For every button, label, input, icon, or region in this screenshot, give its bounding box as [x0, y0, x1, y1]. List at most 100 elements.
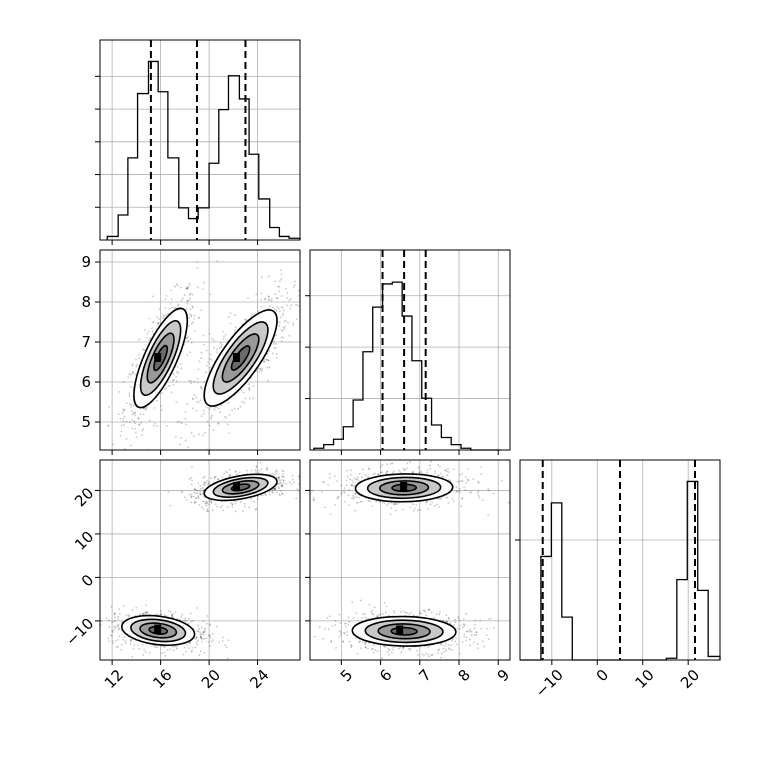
- joint-param1-param3-point: [184, 619, 187, 622]
- joint-param2-param3-point: [411, 471, 414, 474]
- joint-param1-param2-point: [132, 371, 134, 374]
- joint-param1-param2-point: [280, 336, 283, 339]
- joint-param1-param2-point: [129, 385, 132, 388]
- joint-param2-param3-point: [330, 640, 332, 643]
- joint-param1-param2-point: [273, 347, 275, 349]
- joint-param1-param3-point: [210, 501, 213, 504]
- joint-param1-param3-point: [189, 612, 192, 615]
- joint-param2-param3-point: [405, 467, 408, 470]
- joint-param1-param3-point: [199, 633, 202, 636]
- joint-param1-param3-point: [280, 479, 283, 481]
- joint-param1-param2-point: [297, 304, 300, 307]
- joint-param1-param2-point: [220, 346, 223, 348]
- joint-param2-param3-point: [404, 611, 407, 614]
- joint-param1-param2-point: [190, 341, 193, 344]
- joint-param2-param3-point: [477, 494, 480, 497]
- joint-param2-param3-point: [383, 502, 386, 505]
- joint-param2-param3-point: [377, 473, 380, 476]
- joint-param1-param2-point: [198, 433, 200, 436]
- joint-param1-param3-point: [118, 627, 121, 630]
- joint-param1-param2-point: [213, 346, 215, 349]
- joint-param2-param3-point: [388, 614, 390, 617]
- joint-param2-param3-point: [445, 642, 447, 645]
- joint-param1-param2-point: [209, 417, 212, 420]
- joint-param1-param2-point: [188, 297, 191, 300]
- joint-param1-param2-point: [248, 389, 251, 392]
- joint-param1-param2-point: [279, 310, 281, 313]
- joint-param1-param2-point: [282, 312, 285, 315]
- joint-param1-param2-point: [260, 292, 263, 295]
- joint-param1-param2-point: [185, 308, 188, 311]
- joint-param1-param2-point: [142, 348, 145, 351]
- joint-param1-param3-point: [231, 503, 234, 506]
- joint-param1-param3-point: [113, 628, 115, 631]
- joint-param2-param3-point: [360, 476, 363, 479]
- joint-param1-param2-point: [134, 412, 137, 414]
- joint-param2-param3-point: [367, 476, 369, 478]
- joint-param2-param3-point: [470, 491, 473, 494]
- joint-param1-param3-point: [282, 479, 285, 482]
- joint-param2-param3-point: [380, 471, 383, 474]
- joint-param2-param3-point: [388, 648, 391, 651]
- joint-param1-param3-point: [198, 654, 201, 657]
- joint-param1-param2-point: [176, 421, 179, 424]
- joint-param2-param3-point: [447, 647, 450, 650]
- joint-param1-param2-point: [145, 406, 148, 409]
- joint-param1-param3-point: [208, 500, 211, 502]
- joint-param1-param2-point: [122, 408, 125, 411]
- joint-param1-param3-point: [279, 480, 281, 483]
- joint-param1-param2-point: [200, 351, 203, 354]
- joint-param1-param2-point: [267, 298, 270, 301]
- joint-param1-param2-point: [108, 406, 111, 409]
- joint-param1-param2-point: [229, 312, 232, 315]
- joint-param1-param3-point: [204, 627, 207, 630]
- joint-param2-param3-point: [393, 502, 396, 505]
- joint-param1-param3-point: [108, 640, 110, 643]
- joint-param1-param2-point: [219, 411, 221, 414]
- joint-param1-param3-point: [282, 475, 285, 478]
- joint-param1-param2-point: [131, 372, 134, 375]
- joint-param2-param3-point: [418, 610, 421, 613]
- joint-param1-param2-point: [202, 409, 205, 412]
- joint-param1-param3-point: [271, 491, 274, 493]
- joint-param1-param2-point: [118, 390, 121, 393]
- joint-param2-param3-point: [401, 648, 404, 651]
- joint-param1-param3-point: [117, 618, 119, 621]
- joint-param2-param3-point: [447, 468, 449, 470]
- joint-param2-param3-point: [464, 489, 467, 492]
- joint-param1-param2-point: [190, 382, 193, 385]
- joint-param2-param3-point: [364, 474, 367, 477]
- joint-param1-param3-point: [200, 487, 202, 490]
- hist-param2-step-line: [313, 281, 501, 451]
- joint-param2-param3-point: [437, 649, 439, 651]
- joint-param1-param3-point: [281, 485, 284, 488]
- joint-param1-param3-point: [109, 634, 112, 637]
- joint-param1-param3-point: [160, 652, 163, 655]
- joint-param1-param3-point: [190, 483, 193, 486]
- joint-param2-param3-point: [462, 626, 464, 629]
- joint-param2-param3-point: [451, 639, 453, 642]
- joint-param1-param2-point: [151, 321, 154, 324]
- joint-param1-param2-point: [128, 395, 131, 397]
- joint-param1-param2-point: [170, 289, 173, 292]
- joint-param2-param3-point: [409, 461, 412, 463]
- joint-param1-param3-point: [278, 493, 281, 496]
- joint-param2-param3-point: [507, 501, 510, 504]
- joint-param2-param3-point: [468, 638, 471, 641]
- joint-param2-param3-point: [312, 499, 315, 502]
- joint-param2-param3-point: [451, 638, 454, 641]
- joint-param2-param3-point: [440, 497, 443, 500]
- joint-param2-param3-point: [451, 649, 453, 651]
- joint-param1-param2-point: [286, 304, 288, 307]
- joint-param1-param2-point: [168, 307, 171, 310]
- joint-param1-param2-point: [155, 399, 158, 402]
- joint-param1-param2-point: [282, 326, 285, 329]
- joint-param1-param3-point: [217, 478, 219, 481]
- joint-param1-param2-point: [183, 294, 186, 297]
- joint-param2-param3-point: [355, 612, 358, 615]
- joint-param2-param3-point: [367, 499, 370, 502]
- joint-param2-param3-point: [411, 470, 414, 473]
- joint-param1-param3-point: [197, 624, 199, 627]
- joint-param1-param3-point: [213, 476, 216, 479]
- joint-param1-param3-point: [141, 643, 144, 646]
